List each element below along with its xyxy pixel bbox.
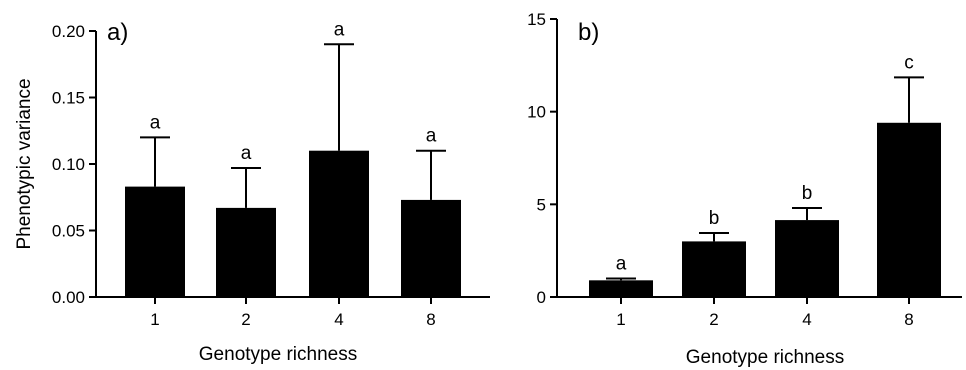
bar: [775, 220, 839, 297]
significance-letter: c: [904, 52, 914, 73]
y-tick-label: 0.05: [52, 222, 85, 241]
significance-letter: b: [802, 183, 813, 204]
y-tick-label: 0: [537, 288, 546, 307]
x-axis-title: Genotype richness: [199, 344, 357, 365]
y-tick-label: 0.15: [52, 89, 85, 108]
x-tick-label: 2: [709, 310, 718, 329]
y-axis-title: Phenotypic variance: [14, 78, 35, 249]
x-axis-title: Genotype richness: [686, 347, 844, 368]
x-tick-label: 1: [150, 310, 159, 329]
panel-label: b): [578, 19, 599, 46]
bar: [589, 280, 653, 297]
y-tick-label: 15: [527, 10, 546, 29]
significance-letter: a: [616, 253, 627, 274]
x-tick-label: 4: [334, 310, 343, 329]
x-tick-label: 2: [241, 310, 250, 329]
panel-label: a): [107, 19, 128, 46]
bar: [216, 207, 276, 297]
significance-letter: b: [709, 208, 720, 229]
bar: [125, 186, 185, 297]
chart-panel-b: b) Genotype richness 0 5 10 15 a 1 b 2 b 4 c 8: [527, 10, 962, 368]
significance-letter: a: [241, 143, 252, 164]
chart-marks: 0.00 0.05 0.10 0.15 0.20 a 1 a 2 a 4 a 8: [52, 19, 490, 329]
y-tick-label: 0.20: [52, 22, 85, 41]
significance-letter: a: [150, 112, 161, 133]
x-tick-label: 8: [904, 310, 913, 329]
bar: [682, 241, 746, 297]
bar: [309, 150, 369, 297]
bar: [401, 199, 461, 297]
significance-letter: a: [426, 126, 437, 147]
y-tick-label: 0.10: [52, 155, 85, 174]
y-tick-label: 5: [537, 195, 546, 214]
x-tick-label: 8: [426, 310, 435, 329]
y-tick-label: 0.00: [52, 288, 85, 307]
bar: [877, 122, 941, 297]
significance-letter: a: [334, 19, 345, 40]
chart-panel-a: a) Phenotypic variance Genotype richness…: [14, 19, 490, 365]
y-tick-label: 10: [527, 103, 546, 122]
chart-marks: 0 5 10 15 a 1 b 2 b 4 c 8: [527, 10, 962, 329]
x-tick-label: 1: [616, 310, 625, 329]
x-tick-label: 4: [802, 310, 811, 329]
